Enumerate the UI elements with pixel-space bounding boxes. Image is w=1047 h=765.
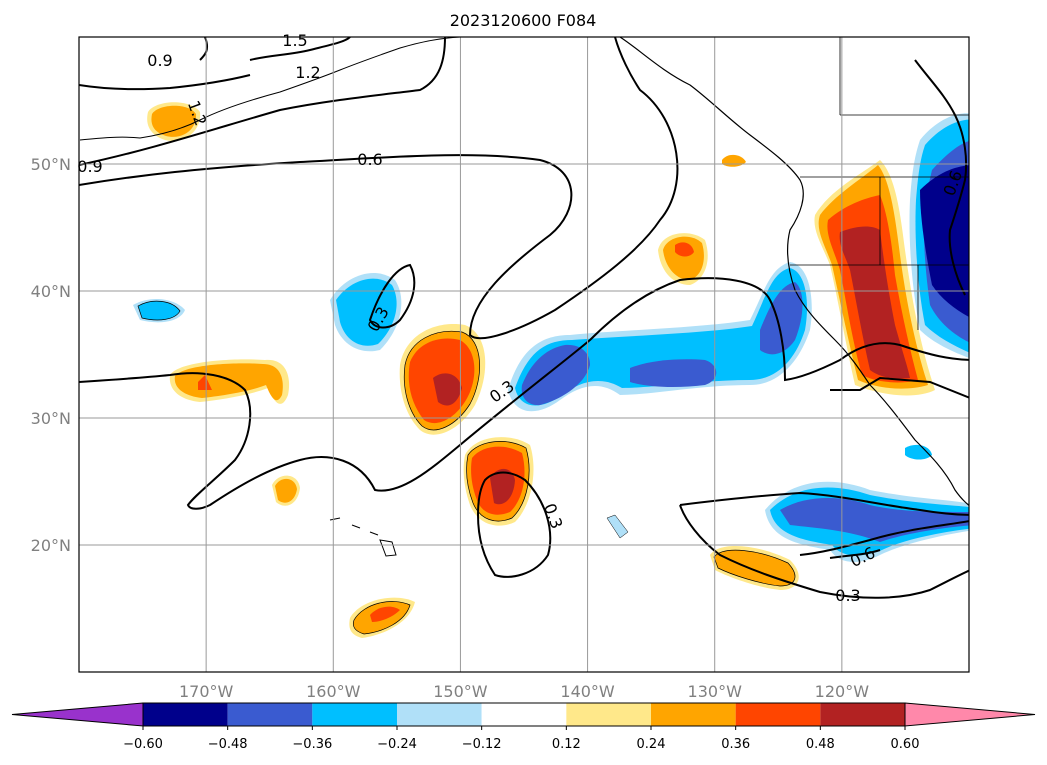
contour-label: 0.6 <box>357 150 382 169</box>
colorbar-segment <box>227 703 313 726</box>
latitude-labels: 20°N 30°N 40°N 50°N <box>31 155 71 555</box>
colorbar-segment <box>566 703 651 726</box>
colorbar-extend-high <box>904 702 1036 727</box>
colorbar-segment <box>143 703 228 726</box>
longitude-labels: 170°W 160°W 150°W 140°W 130°W 120°W <box>179 682 869 701</box>
colorbar-tick-label: −0.48 <box>208 737 248 752</box>
colorbar-tick-label: 0.48 <box>806 737 835 752</box>
lat-tick-label: 20°N <box>31 536 71 555</box>
colorbar-segment <box>397 703 482 726</box>
filled-anomalies <box>133 102 969 638</box>
gridlines <box>79 37 969 672</box>
lon-tick-label: 170°W <box>179 682 234 701</box>
colorbar-tick-label: −0.60 <box>123 737 163 752</box>
colorbar-tick-label: 0.60 <box>891 737 920 752</box>
lon-tick-label: 120°W <box>815 682 870 701</box>
colorbar-tick-label: −0.12 <box>462 737 502 752</box>
contour-label: 0.9 <box>77 157 102 176</box>
contour-lines <box>79 37 969 599</box>
colorbar-segment <box>481 703 567 726</box>
map-frame <box>78 36 970 673</box>
contour-label: 1.2 <box>295 63 320 82</box>
colorbar-tick-label: 0.12 <box>552 737 581 752</box>
colorbar-segment <box>735 703 821 726</box>
colorbar-segment <box>820 703 905 726</box>
map-background <box>79 37 969 672</box>
lat-tick-label: 40°N <box>31 282 71 301</box>
colorbar-tick-label: −0.36 <box>292 737 332 752</box>
colorbar-tick-label: −0.24 <box>377 737 417 752</box>
fill-outlines <box>137 300 796 635</box>
lon-tick-label: 160°W <box>306 682 361 701</box>
map-area <box>79 37 969 672</box>
lon-tick-label: 140°W <box>560 682 615 701</box>
colorbar-segment <box>651 703 736 726</box>
contour-label: 1.5 <box>282 31 307 50</box>
colorbar-tick-label: 0.24 <box>637 737 666 752</box>
colorbar-tick-label: 0.36 <box>721 737 750 752</box>
colorbar-segment <box>312 703 397 726</box>
contour-label: 0.3 <box>835 586 860 605</box>
colorbar: −0.60 −0.48 −0.36 −0.24 −0.12 0.12 0.24 0.36 0.4… <box>11 702 1036 752</box>
coastlines <box>79 37 969 557</box>
lat-tick-label: 30°N <box>31 409 71 428</box>
colorbar-extend-low <box>11 702 144 727</box>
colorbar-frame <box>142 702 906 727</box>
contour-label: 0.9 <box>147 51 172 70</box>
lon-tick-label: 150°W <box>433 682 488 701</box>
figure-title: 2023120600 F084 <box>450 11 597 30</box>
lat-tick-label: 50°N <box>31 155 71 174</box>
lon-tick-label: 130°W <box>688 682 743 701</box>
